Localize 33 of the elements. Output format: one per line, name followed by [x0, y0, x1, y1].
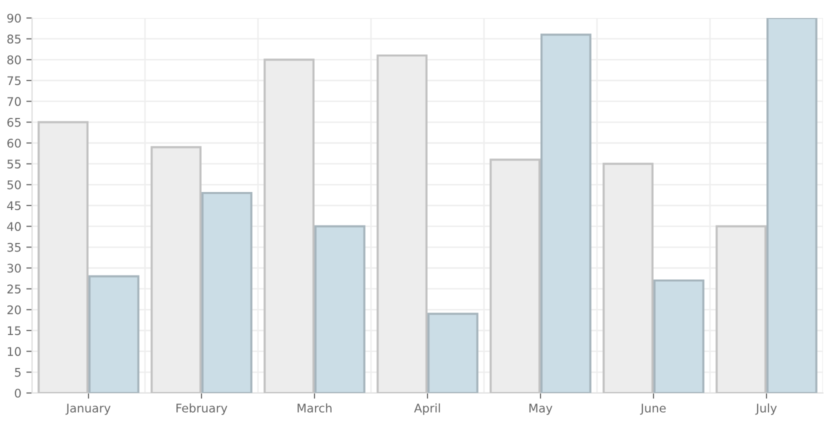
x-tick-label: May: [529, 404, 552, 415]
y-tick-label: 10: [8, 347, 21, 356]
y-tick-label: 50: [7, 180, 21, 190]
y-tick-label: 45: [7, 201, 21, 210]
y-tick-label: 15: [8, 326, 21, 336]
y-tick-label: 60: [7, 138, 21, 148]
y-tick-label: 5: [14, 368, 21, 377]
y-tick-label: 90: [7, 14, 21, 23]
y-tick-label: 55: [7, 160, 21, 168]
x-tick-label: March: [298, 403, 332, 413]
x-tick-label: July: [755, 403, 777, 415]
x-tick-label: February: [176, 403, 228, 415]
y-tick-label: 0: [14, 388, 21, 398]
bar: [314, 225, 366, 393]
y-tick-label: 30: [7, 264, 21, 273]
y-tick-label: 85: [7, 34, 21, 44]
bar: [88, 275, 140, 393]
x-tick-label: April: [414, 403, 440, 415]
x-tick-label: June: [640, 404, 666, 415]
y-tick-label: 80: [7, 55, 21, 64]
y-tick-label: 25: [7, 284, 21, 294]
y-tick-label: 70: [8, 97, 21, 106]
bar: [766, 18, 818, 393]
y-tick-label: 40: [7, 222, 21, 231]
y-tick-label: 75: [8, 76, 21, 86]
y-tick-label: 20: [7, 305, 21, 314]
bar: [427, 312, 478, 393]
y-tick-label: 65: [7, 118, 21, 127]
y-tick-label: 35: [7, 242, 21, 252]
bar: [540, 34, 592, 393]
bar: [201, 192, 252, 393]
x-tick-label: January: [66, 404, 111, 415]
bar: [653, 279, 704, 393]
